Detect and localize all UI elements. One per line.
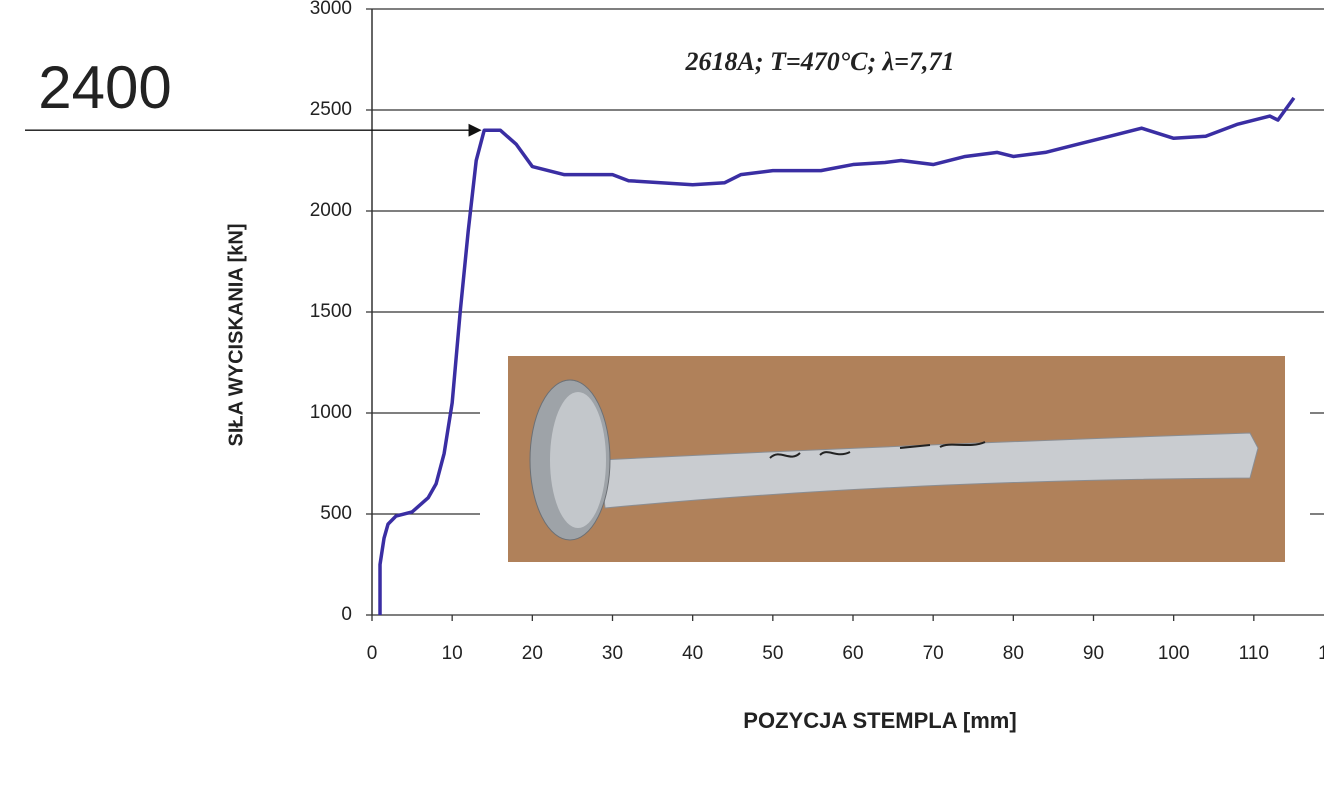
x-tick-label: 30 [602,643,623,664]
x-tick-label: 90 [1083,643,1104,664]
x-tick-label: 120 [1318,643,1324,664]
x-axis-label: POZYCJA STEMPLA [mm] [743,708,1016,733]
x-tick-label: 70 [923,643,944,664]
chart-title: 2618A; T=470°C; λ=7,71 [685,47,955,76]
x-tick-label: 0 [367,643,378,664]
y-tick-label: 0 [341,604,352,625]
y-axis-label: SIŁA WYCISKANIA [kN] [225,224,247,447]
rod [599,432,1259,509]
y-tick-label: 500 [320,503,352,524]
annotation-text: 2400 [38,54,171,121]
x-tick-label: 40 [682,643,703,664]
y-tick-label: 1500 [310,301,352,322]
x-tick-label: 50 [762,643,783,664]
y-tick-label: 2500 [310,99,352,120]
x-tick-label: 20 [522,643,543,664]
x-tick-label: 110 [1239,643,1269,664]
x-tick-label: 60 [842,643,863,664]
marker-writing [769,441,986,459]
x-tick-label: 80 [1003,643,1024,664]
x-tick-label: 100 [1158,643,1190,664]
y-tick-label: 2000 [310,200,352,221]
disc-face [550,392,606,528]
x-tick-label: 10 [442,643,463,664]
photo [508,356,1285,562]
y-tick-label: 3000 [310,0,352,19]
data-line [378,96,1296,615]
y-tick-label: 1000 [310,402,352,423]
